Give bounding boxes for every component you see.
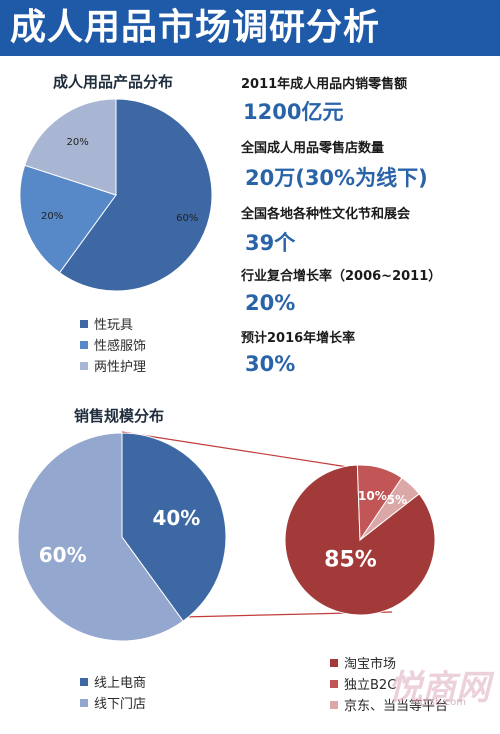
stat-label: 行业复合增长率（2006~2011） [241, 269, 442, 284]
stat-value: 39个 [245, 231, 296, 255]
legend-item: 两性护理 [80, 355, 146, 376]
legend-swatch [330, 679, 338, 688]
pie-data-label: 60% [176, 213, 198, 224]
legend-swatch [80, 361, 88, 370]
chart-title-sales-scale: 销售规模分布 [74, 407, 165, 425]
legend-swatch [330, 658, 338, 667]
pie-slice [121, 432, 227, 622]
stat-label: 2011年成人用品内销零售额 [241, 77, 408, 92]
pie-data-label: 20% [41, 211, 63, 222]
watermark-logo: 悦商网 [388, 668, 490, 708]
pie-slice [24, 98, 117, 196]
legend-label: 淘宝市场 [344, 657, 397, 672]
legend-label: 性玩具 [94, 318, 134, 333]
legend-item: 性感服饰 [80, 334, 146, 355]
legend-label: 性感服饰 [94, 339, 147, 354]
legend-label: 线上电商 [94, 676, 147, 691]
legend-swatch [80, 319, 88, 328]
pie-data-label: 5% [387, 493, 407, 507]
legend-label: 京东、当当等平台 [344, 699, 449, 714]
stat-value: 20% [245, 291, 296, 315]
chart-title-product-distribution: 成人用品产品分布 [53, 73, 174, 91]
legend-label: 两性护理 [94, 360, 147, 375]
connector-line-top [121, 431, 349, 468]
pie-slice [359, 477, 420, 541]
pie-data-label: 10% [358, 489, 387, 503]
legend-swatch [80, 677, 88, 686]
legend-item: 性玩具 [80, 313, 146, 334]
legend-swatch [330, 700, 338, 709]
legend-label: 线下门店 [94, 697, 147, 712]
product-distribution-legend: 性玩具 性感服饰 两性护理 [80, 313, 146, 376]
stat-value: 30% [245, 352, 296, 376]
pie-data-label: 60% [39, 543, 87, 567]
stat-label: 全国各地各种性文化节和展会 [241, 207, 411, 222]
stat-label: 预计2016年增长率 [241, 331, 356, 346]
pie-data-label: 40% [152, 506, 200, 530]
pie-slice [284, 464, 436, 616]
stat-label: 全国成人用品零售店数量 [241, 141, 385, 156]
online-breakdown-legend: 淘宝市场 独立B2C 京东、当当等平台 [330, 652, 448, 715]
legend-swatch [80, 340, 88, 349]
page-title: 成人用品市场调研分析 [10, 7, 381, 48]
legend-label: 独立B2C [344, 678, 397, 693]
pie-data-label: 85% [324, 547, 377, 572]
sales-scale-legend: 线上电商 线下门店 [80, 671, 146, 713]
pie-slice [17, 432, 184, 642]
stat-value: 20万(30%为线下) [245, 166, 428, 190]
pie-slice [58, 98, 213, 292]
stat-value: 1200亿元 [243, 100, 344, 124]
watermark-url: cbtsh.com [414, 697, 466, 708]
legend-item: 京东、当当等平台 [330, 694, 448, 715]
legend-swatch [80, 698, 88, 707]
legend-item: 线上电商 [80, 671, 146, 692]
pie-data-label: 20% [66, 137, 88, 148]
title-banner: 成人用品市场调研分析 [0, 0, 500, 56]
legend-item: 淘宝市场 [330, 652, 448, 673]
legend-item: 线下门店 [80, 692, 146, 713]
pie-slice [19, 164, 117, 274]
legend-item: 独立B2C [330, 673, 448, 694]
